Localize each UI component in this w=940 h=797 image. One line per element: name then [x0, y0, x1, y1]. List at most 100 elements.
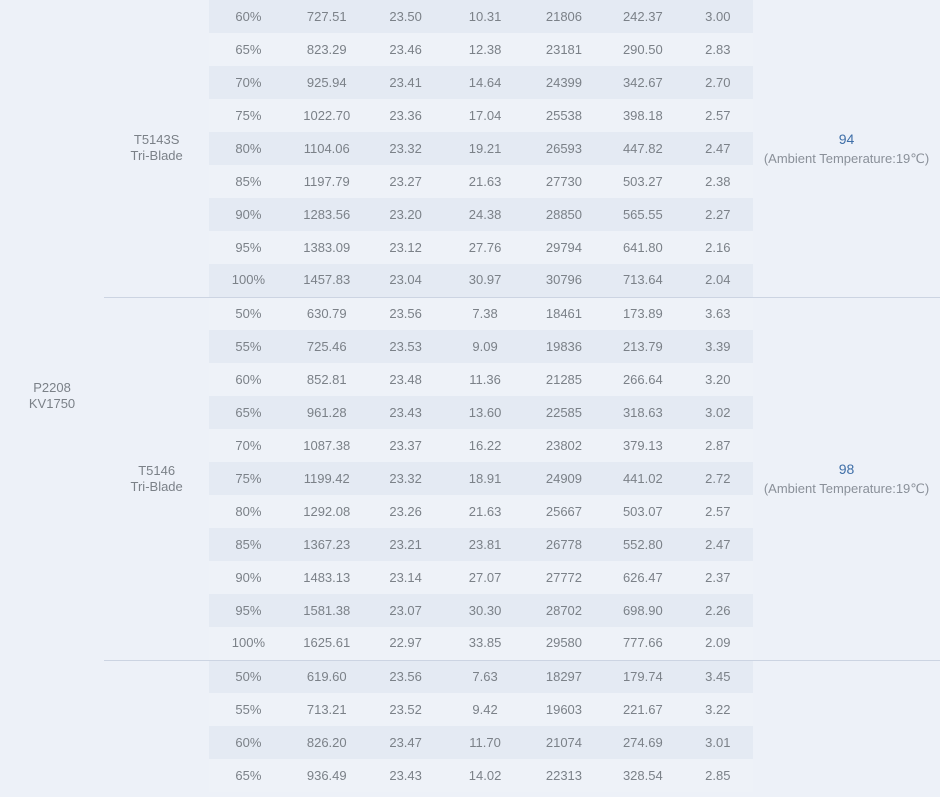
table-row: 85% 1197.79 23.27 21.63 27730 503.27 2.38 [0, 165, 940, 198]
cell-thrust: 713.21 [287, 693, 366, 726]
cell-efficiency-ratio: 2.26 [682, 594, 754, 627]
efficiency-value: 98 [838, 461, 855, 477]
cell-power: 503.07 [603, 495, 683, 528]
cell-throttle: 85% [209, 528, 288, 561]
cell-efficiency-ratio: 3.00 [682, 0, 754, 33]
propeller-name-cell: T5143S Tri-Blade [104, 0, 210, 297]
table-row: 55% 725.46 23.53 9.09 19836 213.79 3.39 [0, 330, 940, 363]
cell-throttle: 55% [209, 330, 288, 363]
cell-current: 21.63 [445, 495, 525, 528]
table-row: 75% 1199.42 23.32 18.91 24909 441.02 2.72 [0, 462, 940, 495]
cell-rpm: 29794 [524, 231, 604, 264]
propeller-name-cell: T5146 Tri-Blade [104, 296, 210, 660]
cell-throttle: 55% [209, 693, 288, 726]
cell-current: 23.81 [445, 528, 525, 561]
cell-rpm: 26593 [524, 132, 604, 165]
cell-throttle: 60% [209, 363, 288, 396]
cell-voltage: 22.97 [365, 627, 446, 660]
cell-current: 14.64 [445, 66, 525, 99]
cell-rpm: 28850 [524, 198, 604, 231]
cell-thrust: 619.60 [287, 659, 366, 693]
cell-rpm: 18297 [524, 659, 604, 693]
cell-thrust: 936.49 [287, 759, 366, 792]
cell-power: 179.74 [603, 659, 683, 693]
cell-efficiency-ratio: 3.01 [682, 726, 754, 759]
cell-voltage: 23.48 [365, 363, 446, 396]
cell-voltage: 23.07 [365, 594, 446, 627]
cell-current: 18.91 [445, 462, 525, 495]
cell-efficiency-ratio: 2.57 [682, 495, 754, 528]
table-row: 60% 852.81 23.48 11.36 21285 266.64 3.20 [0, 363, 940, 396]
cell-power: 698.90 [603, 594, 683, 627]
table-row: 55% 713.21 23.52 9.42 19603 221.67 3.22 [0, 693, 940, 726]
table-row: 65% 961.28 23.43 13.60 22585 318.63 3.02 [0, 396, 940, 429]
cell-throttle: 50% [209, 296, 288, 330]
cell-rpm: 21806 [524, 0, 604, 33]
table-row: 90% 1283.56 23.20 24.38 28850 565.55 2.27 [0, 198, 940, 231]
cell-voltage: 23.56 [365, 659, 446, 693]
propeller-name-line1: T5146 [138, 462, 176, 478]
cell-voltage: 23.53 [365, 330, 446, 363]
cell-rpm: 21074 [524, 726, 604, 759]
cell-current: 10.31 [445, 0, 525, 33]
cell-efficiency-ratio: 2.27 [682, 198, 754, 231]
table-row: T5146 Tri-Blade 50% 630.79 23.56 7.38 18461 173… [0, 296, 940, 660]
table-row: 80% 1104.06 23.32 19.21 26593 447.82 2.47 [0, 132, 940, 165]
cell-voltage: 23.04 [365, 264, 446, 297]
cell-rpm: 30796 [524, 264, 604, 297]
cell-thrust: 1283.56 [287, 198, 366, 231]
cell-throttle: 100% [209, 627, 288, 660]
cell-thrust: 725.46 [287, 330, 366, 363]
cell-thrust: 1197.79 [287, 165, 366, 198]
cell-voltage: 23.43 [365, 396, 446, 429]
table-row: 100% 1625.61 22.97 33.85 29580 777.66 2.09 [0, 627, 940, 660]
cell-rpm: 25538 [524, 99, 604, 132]
cell-voltage: 23.47 [365, 726, 446, 759]
cell-voltage: 23.27 [365, 165, 446, 198]
cell-throttle: 50% [209, 659, 288, 693]
cell-efficiency-ratio: 3.39 [682, 330, 754, 363]
cell-power: 641.80 [603, 231, 683, 264]
cell-power: 290.50 [603, 33, 683, 66]
cell-thrust: 1625.61 [287, 627, 366, 660]
cell-efficiency-ratio: 3.20 [682, 363, 754, 396]
cell-efficiency-ratio: 2.85 [682, 759, 754, 792]
cell-voltage: 23.32 [365, 462, 446, 495]
efficiency-summary-cell: 98 (Ambient Temperature:19℃) [753, 296, 940, 660]
cell-throttle: 85% [209, 165, 288, 198]
cell-throttle: 80% [209, 495, 288, 528]
cell-thrust: 1483.13 [287, 561, 366, 594]
cell-thrust: 823.29 [287, 33, 366, 66]
cell-voltage: 23.14 [365, 561, 446, 594]
cell-power: 565.55 [603, 198, 683, 231]
cell-current: 17.04 [445, 99, 525, 132]
cell-power: 318.63 [603, 396, 683, 429]
table-row: 70% 1087.38 23.37 16.22 23802 379.13 2.87 [0, 429, 940, 462]
cell-voltage: 23.26 [365, 495, 446, 528]
cell-voltage: 23.12 [365, 231, 446, 264]
cell-throttle: 100% [209, 264, 288, 297]
cell-thrust: 1292.08 [287, 495, 366, 528]
cell-throttle: 70% [209, 66, 288, 99]
cell-thrust: 1104.06 [287, 132, 366, 165]
cell-efficiency-ratio: 3.45 [682, 659, 754, 693]
cell-rpm: 19836 [524, 330, 604, 363]
cell-power: 441.02 [603, 462, 683, 495]
cell-voltage: 23.36 [365, 99, 446, 132]
cell-voltage: 23.46 [365, 33, 446, 66]
cell-thrust: 852.81 [287, 363, 366, 396]
cell-rpm: 23181 [524, 33, 604, 66]
cell-current: 7.63 [445, 659, 525, 693]
table-row: 95% 1383.09 23.12 27.76 29794 641.80 2.16 [0, 231, 940, 264]
cell-throttle: 80% [209, 132, 288, 165]
cell-rpm: 26778 [524, 528, 604, 561]
cell-current: 24.38 [445, 198, 525, 231]
cell-current: 9.42 [445, 693, 525, 726]
cell-rpm: 29580 [524, 627, 604, 660]
cell-rpm: 23802 [524, 429, 604, 462]
cell-power: 447.82 [603, 132, 683, 165]
efficiency-summary-cell: 94 (Ambient Temperature:19℃) [753, 0, 940, 297]
cell-thrust: 826.20 [287, 726, 366, 759]
